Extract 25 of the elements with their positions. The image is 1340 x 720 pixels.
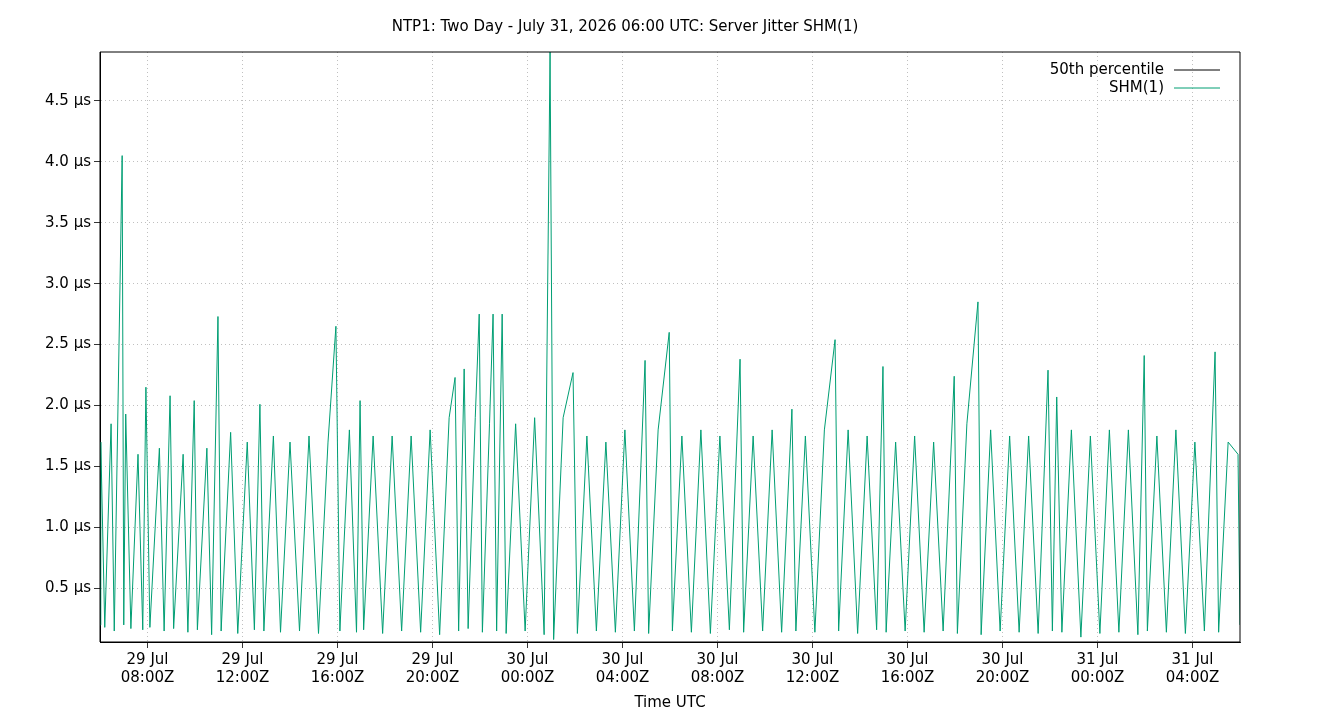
legend-label: SHM(1) [1109,77,1164,96]
x-tick-label: 29 Jul 12:00Z [215,649,270,686]
y-tick-label: 1.0 µs [45,517,92,536]
y-tick-label: 4.0 µs [45,151,92,170]
legend-label: 50th percentile [1049,59,1164,78]
y-tick-label: 0.5 µs [45,578,92,597]
x-tick-label: 29 Jul 20:00Z [405,649,460,686]
x-tick-label: 30 Jul 04:00Z [595,649,650,686]
x-tick-label: 31 Jul 04:00Z [1165,649,1220,686]
y-tick-label: 4.5 µs [45,90,92,109]
x-tick-label: 30 Jul 12:00Z [785,649,840,686]
y-tick-label: 2.0 µs [45,395,92,414]
y-tick-label: 3.5 µs [45,212,92,231]
x-tick-label: 31 Jul 00:00Z [1070,649,1125,686]
y-tick-label: 3.0 µs [45,273,92,292]
x-tick-label: 30 Jul 16:00Z [880,649,935,686]
y-tick-label: 1.5 µs [45,456,92,475]
chart-title: NTP1: Two Day - July 31, 2026 06:00 UTC: Server Jitter SHM(1) [391,16,859,35]
x-tick-label: 30 Jul 08:00Z [690,649,745,686]
y-tick-label: 2.5 µs [45,334,92,353]
x-tick-label: 29 Jul 16:00Z [310,649,365,686]
x-tick-label: 29 Jul 08:00Z [120,649,175,686]
x-axis-title: Time UTC [633,692,706,711]
x-tick-label: 30 Jul 20:00Z [975,649,1030,686]
x-tick-label: 30 Jul 00:00Z [500,649,555,686]
